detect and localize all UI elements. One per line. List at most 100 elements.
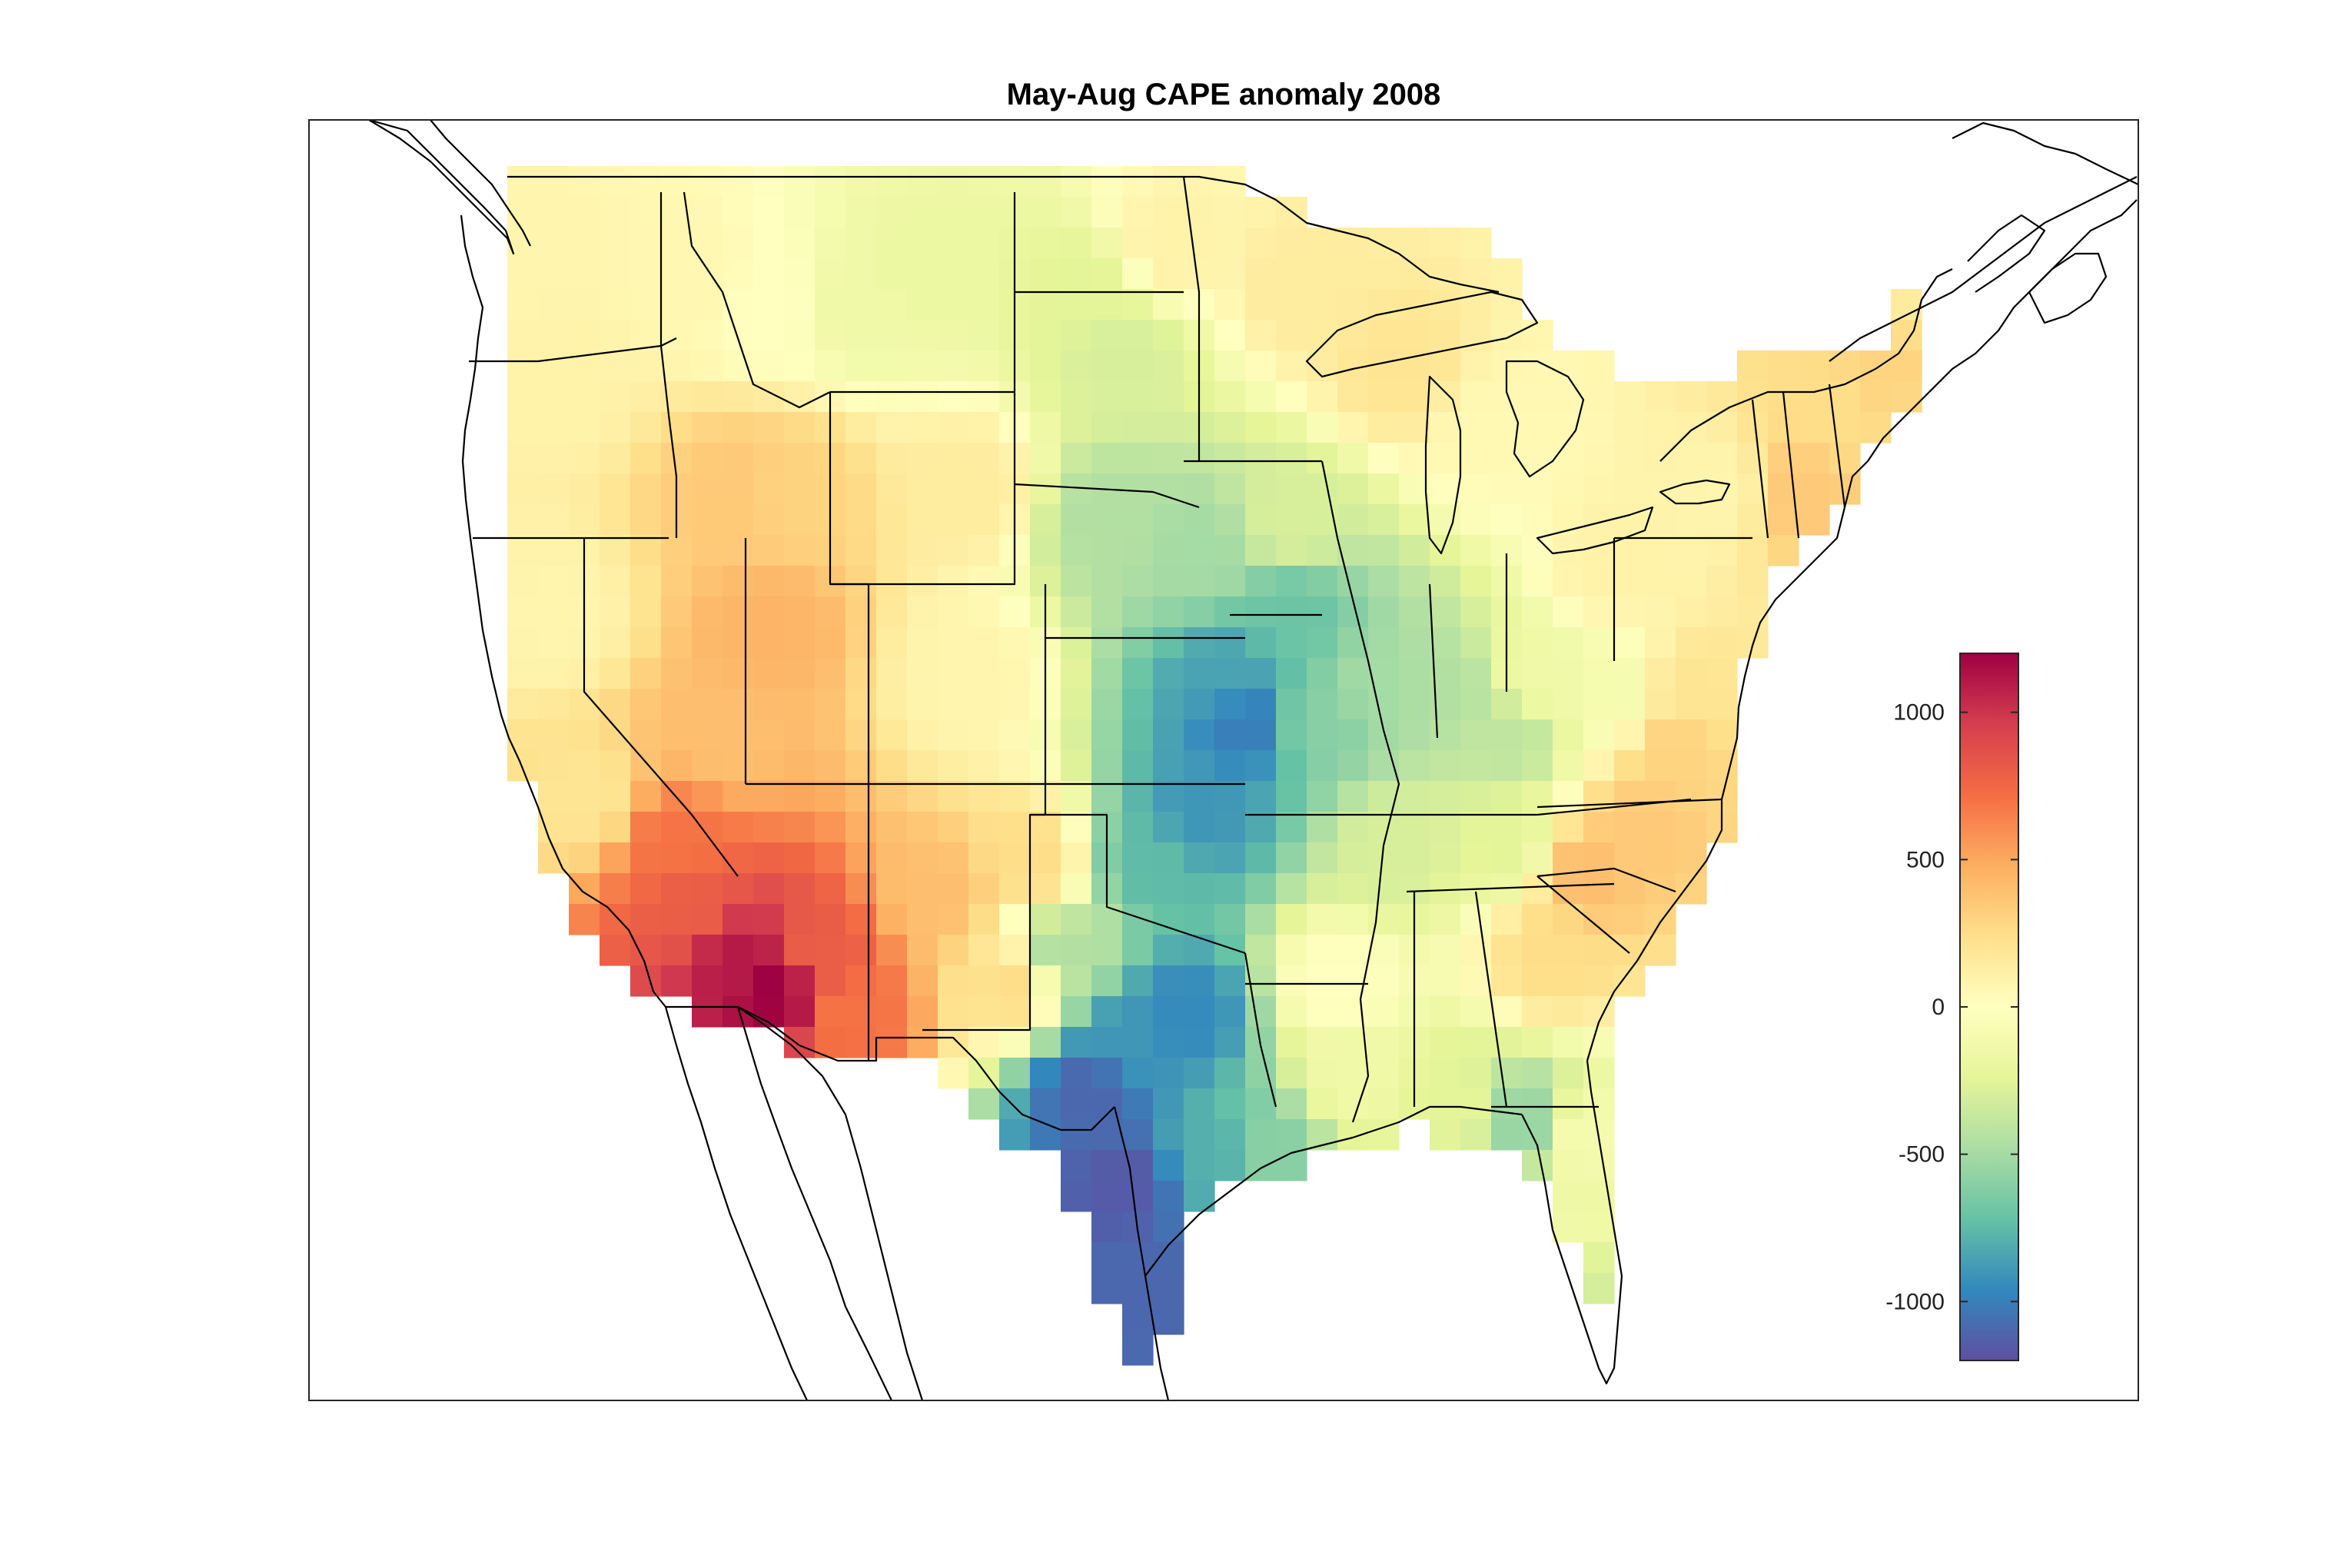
heatmap-cell: [1460, 658, 1492, 689]
heatmap-cell: [1522, 996, 1553, 1028]
heatmap-cell: [753, 504, 785, 536]
heatmap-cell: [1245, 535, 1277, 566]
heatmap-cell: [1430, 904, 1461, 935]
heatmap-cell: [1553, 627, 1584, 659]
heatmap-cell: [692, 965, 723, 997]
heatmap-cell: [661, 935, 693, 966]
heatmap-cell: [907, 258, 938, 290]
heatmap-cell: [1245, 289, 1277, 321]
heatmap-cell: [1184, 842, 1215, 874]
heatmap-cell: [723, 473, 754, 505]
heatmap-cell: [1337, 1058, 1369, 1089]
heatmap-cell: [1030, 320, 1061, 351]
heatmap-cell: [1061, 596, 1092, 628]
heatmap-cell: [1337, 750, 1369, 782]
heatmap-cell: [692, 596, 723, 628]
heatmap-cell: [1153, 289, 1184, 321]
heatmap-cell: [845, 258, 877, 290]
heatmap-cell: [1307, 566, 1338, 597]
heatmap-cell: [507, 566, 539, 597]
heatmap-cell: [1829, 473, 1861, 505]
heatmap-cell: [1153, 1242, 1184, 1274]
heatmap-cell: [845, 1027, 877, 1058]
heatmap-cell: [1614, 719, 1646, 751]
heatmap-cell: [1614, 412, 1646, 443]
heatmap-cell: [1583, 627, 1615, 659]
heatmap-cell: [1645, 381, 1676, 413]
heatmap-cell: [538, 166, 570, 198]
heatmap-cell: [1430, 473, 1461, 505]
heatmap-cell: [1368, 504, 1400, 536]
heatmap-cell: [1430, 350, 1461, 382]
heatmap-cell: [1030, 412, 1061, 443]
heatmap-cell: [845, 812, 877, 843]
heatmap-cell: [1522, 1088, 1553, 1120]
heatmap-cell: [845, 535, 877, 566]
heatmap-cell: [999, 750, 1031, 782]
heatmap-cell: [692, 658, 723, 689]
heatmap-cell: [845, 412, 877, 443]
heatmap-cell: [784, 535, 816, 566]
heatmap-cell: [1553, 596, 1584, 628]
heatmap-cell: [815, 350, 846, 382]
heatmap-cell: [968, 689, 1000, 720]
heatmap-cell: [1430, 1058, 1461, 1089]
heatmap-cell: [876, 350, 908, 382]
heatmap-cell: [1030, 873, 1061, 905]
heatmap-cell: [999, 1027, 1031, 1058]
heatmap-cell: [1676, 689, 1707, 720]
heatmap-cell: [1153, 1304, 1184, 1335]
heatmap-cell: [1061, 996, 1092, 1028]
heatmap-cell: [968, 873, 1000, 905]
heatmap-cell: [938, 166, 969, 198]
heatmap-cell: [1091, 658, 1123, 689]
heatmap-cell: [1337, 289, 1369, 321]
heatmap-cell: [1153, 965, 1184, 997]
heatmap-cell: [1614, 904, 1646, 935]
heatmap-cell: [1153, 812, 1184, 843]
heatmap-cell: [507, 504, 539, 536]
heatmap-cell: [1276, 750, 1307, 782]
heatmap-cell: [1368, 535, 1400, 566]
heatmap-cell: [845, 719, 877, 751]
heatmap-cell: [938, 258, 969, 290]
heatmap-cell: [938, 873, 969, 905]
heatmap-cell: [1583, 1088, 1615, 1120]
heatmap-cell: [1553, 689, 1584, 720]
heatmap-cell: [630, 228, 662, 259]
heatmap-cell: [1153, 443, 1184, 474]
heatmap-cell: [1706, 535, 1738, 566]
heatmap-cell: [1061, 1150, 1092, 1181]
heatmap-cell: [1122, 1119, 1154, 1151]
heatmap-cell: [661, 904, 693, 935]
heatmap-cell: [1153, 535, 1184, 566]
heatmap-cell: [1276, 996, 1307, 1028]
heatmap-cell: [1091, 504, 1123, 536]
heatmap-cell: [753, 258, 785, 290]
heatmap-cell: [907, 627, 938, 659]
heatmap-cell: [1122, 350, 1154, 382]
heatmap-cell: [1153, 627, 1184, 659]
heatmap-cell: [1676, 535, 1707, 566]
heatmap-cell: [1122, 1273, 1154, 1304]
heatmap-cell: [1245, 904, 1277, 935]
heatmap-cell: [1522, 689, 1553, 720]
heatmap-cell: [507, 473, 539, 505]
heatmap-cell: [569, 197, 600, 228]
heatmap-cell: [845, 596, 877, 628]
heatmap-cell: [845, 228, 877, 259]
heatmap-cell: [569, 473, 600, 505]
heatmap-cell: [938, 443, 969, 474]
heatmap-cell: [1553, 842, 1584, 874]
heatmap-cell: [968, 627, 1000, 659]
heatmap-cell: [1245, 443, 1277, 474]
heatmap-cell: [1122, 596, 1154, 628]
heatmap-cell: [1276, 842, 1307, 874]
heatmap-cell: [1307, 1027, 1338, 1058]
heatmap-cell: [753, 812, 785, 843]
heatmap-cell: [1583, 1211, 1615, 1243]
heatmap-cell: [1307, 719, 1338, 751]
heatmap-cell: [968, 1027, 1000, 1058]
heatmap-cell: [600, 627, 631, 659]
heatmap-cell: [661, 412, 693, 443]
